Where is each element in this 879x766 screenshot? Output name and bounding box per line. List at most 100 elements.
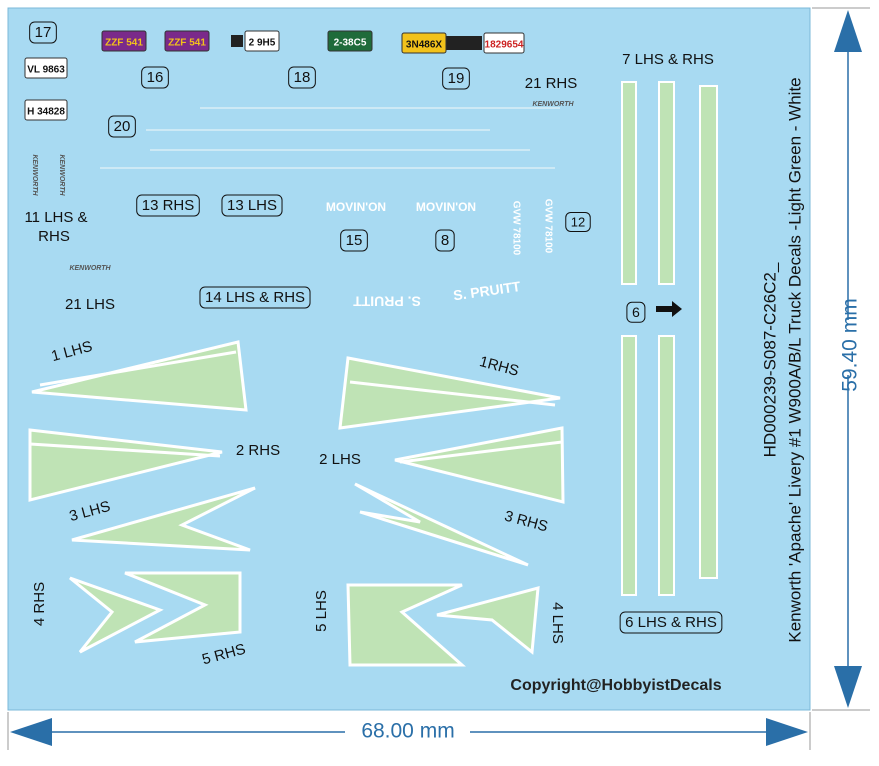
decal-label: 9 (626, 301, 646, 323)
label-box (442, 67, 470, 90)
livery-shapes (28, 340, 565, 667)
license-plate (101, 30, 147, 52)
label-text: 2 LHS (319, 451, 361, 468)
label-text: 19 (448, 70, 465, 87)
license-plate (244, 30, 280, 52)
logo-text: KENWORTH (31, 154, 38, 196)
decal-label: 8 (435, 229, 455, 252)
label-text: 8 (441, 232, 449, 249)
decal-label: Kenworth 'Apache' Livery #1 W900A/B/L Tr… (785, 77, 804, 642)
label-text: HD000239-S087-C26C2_ (760, 262, 779, 457)
label-text: 21 RHS (525, 75, 578, 92)
label-text: S. PRUITT (353, 293, 421, 309)
label-text: Kenworth 'Apache' Livery #1 W900A/B/L Tr… (785, 77, 804, 642)
label-text: 68.00 mm (361, 720, 454, 743)
decal-label: GVW 78100 (542, 199, 553, 254)
label-box (29, 21, 57, 44)
license-plate (327, 30, 373, 52)
decal-label: MOVIN'ON (326, 200, 386, 214)
decal-label: 14 LHS & RHS (199, 286, 311, 309)
label-box (141, 66, 169, 89)
label-text: 6 LHS & RHS (625, 614, 717, 631)
decal-label: 5 LHS (313, 590, 330, 632)
plate-text: H 34828 (27, 107, 65, 118)
decal-label: Copyright@HobbyistDecals (510, 677, 721, 694)
label-box (565, 211, 591, 232)
label-text: 4 RHS (31, 582, 48, 626)
decal-label: 6 LHS & RHS (619, 611, 723, 634)
decal-label: 18 (288, 66, 316, 89)
decal-label: 13 LHS (221, 194, 283, 217)
decal-label: 15 (340, 229, 368, 252)
label-box (619, 611, 723, 634)
dimension-arrows (7, 7, 870, 750)
logo-text: KENWORTH (69, 265, 111, 272)
decal-label: 13 RHS (136, 194, 200, 217)
decal-label: 12 (565, 211, 591, 232)
label-text: 12 (571, 214, 585, 229)
decal-label: 16 (141, 66, 169, 89)
decal-label: 20 (108, 115, 136, 138)
decal-label: GVW 78100 (510, 201, 521, 256)
decal-label: MOVIN'ON (416, 200, 476, 214)
plate-text: ZZF 541 (105, 38, 143, 49)
license-plate (483, 32, 525, 54)
label-text: 11 LHS & (24, 209, 87, 226)
decal-label: 11 LHS & (24, 209, 87, 226)
label-text: Copyright@HobbyistDecals (510, 677, 721, 694)
label-box (199, 286, 311, 309)
label-box (626, 301, 646, 323)
label-text: 18 (294, 69, 311, 86)
label-box (221, 194, 283, 217)
label-text: 9 (632, 304, 640, 320)
label-text: MOVIN'ON (416, 200, 476, 214)
decal-label: 4 RHS (31, 582, 48, 626)
decal-label: S. PRUITT (353, 293, 421, 309)
decal-label: 19 (442, 67, 470, 90)
decal-label: 7 LHS & RHS (622, 51, 714, 68)
label-text: 59.40 mm (839, 298, 862, 391)
plate-text: 1829654 (485, 40, 524, 51)
label-text: 5 LHS (313, 590, 330, 632)
arrow-icon (656, 301, 682, 317)
label-text: 7 LHS & RHS (622, 51, 714, 68)
decal-label: 59.40 mm (839, 298, 862, 391)
license-plate (164, 30, 210, 52)
label-box (288, 66, 316, 89)
license-plate (24, 57, 68, 79)
label-text: 21 LHS (65, 296, 115, 313)
logo-text: KENWORTH (58, 154, 65, 196)
label-box (435, 229, 455, 252)
label-text: 14 LHS & RHS (205, 289, 305, 306)
logo-text: KENWORTH (532, 101, 574, 108)
decal-label: RHS (38, 228, 70, 245)
decal-label: 21 RHS (525, 75, 578, 92)
plate-text: 2 9H5 (249, 38, 276, 49)
plate-holder (231, 35, 243, 47)
plate-text: ZZF 541 (168, 38, 206, 49)
decal-label: 2 RHS (236, 442, 280, 459)
plate-holder (446, 36, 482, 50)
plate-text: 2-38C5 (334, 38, 367, 49)
license-plate (24, 99, 68, 121)
label-text: 17 (35, 24, 52, 41)
label-text: 15 (346, 232, 363, 249)
label-text: 2 RHS (236, 442, 280, 459)
label-text: RHS (38, 228, 70, 245)
plate-text: VL 9863 (27, 65, 65, 76)
decal-label: 68.00 mm (361, 720, 454, 743)
label-text: GVW 78100 (542, 199, 553, 254)
thin-lines (100, 107, 560, 169)
label-text: 13 LHS (227, 197, 277, 214)
decal-label: 2 LHS (319, 451, 361, 468)
license-plate (401, 32, 447, 54)
label-text: 16 (147, 69, 164, 86)
decal-label: 21 LHS (65, 296, 115, 313)
label-box (340, 229, 368, 252)
plate-text: 3N486X (406, 40, 442, 51)
label-text: 20 (114, 118, 131, 135)
label-text: GVW 78100 (510, 201, 521, 256)
decal-label: 4 LHS (549, 602, 566, 644)
decal-label: 17 (29, 21, 57, 44)
